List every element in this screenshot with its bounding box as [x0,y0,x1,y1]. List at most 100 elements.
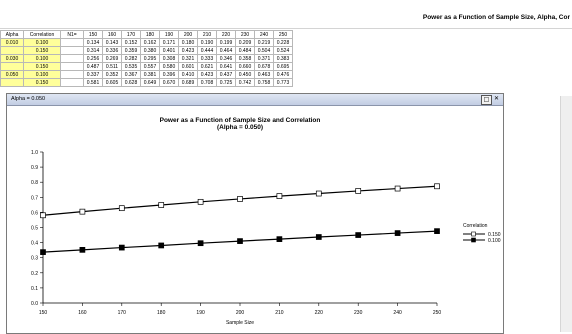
power-value-cell[interactable]: 0.464 [216,46,236,55]
power-value-cell[interactable]: 0.444 [197,46,217,55]
n1-cell[interactable] [60,38,84,47]
alpha-cell[interactable] [0,46,24,55]
power-value-cell[interactable]: 0.383 [273,54,293,63]
close-button[interactable]: ✕ [492,95,501,103]
power-value-cell[interactable]: 0.535 [121,62,141,71]
n1-cell[interactable] [60,54,84,63]
power-value-cell[interactable]: 0.773 [273,78,293,87]
alpha-cell[interactable]: 0.010 [0,38,24,47]
power-value-cell[interactable]: 0.437 [216,70,236,79]
power-value-cell[interactable]: 0.649 [140,78,160,87]
correlation-cell[interactable]: 0.100 [23,70,61,79]
power-value-cell[interactable]: 0.484 [235,46,255,55]
power-value-cell[interactable]: 0.380 [140,46,160,55]
power-value-cell[interactable]: 0.367 [121,70,141,79]
power-value-cell[interactable]: 0.580 [159,62,179,71]
power-value-cell[interactable]: 0.152 [121,38,141,47]
power-value-cell[interactable]: 0.725 [216,78,236,87]
n1-cell[interactable] [60,78,84,87]
column-header[interactable]: 230 [235,30,255,39]
column-header[interactable]: 150 [83,30,103,39]
power-value-cell[interactable]: 0.199 [216,38,236,47]
table-row[interactable]: 0.150 0.314 0.336 0.359 0.380 0.401 0.423 0.444… [0,46,293,55]
power-value-cell[interactable]: 0.228 [273,38,293,47]
power-value-cell[interactable]: 0.314 [83,46,103,55]
n1-cell[interactable] [60,70,84,79]
power-value-cell[interactable]: 0.511 [102,62,122,71]
power-value-cell[interactable]: 0.143 [102,38,122,47]
power-value-cell[interactable]: 0.628 [121,78,141,87]
power-value-cell[interactable]: 0.581 [83,78,103,87]
table-row[interactable]: 0.050 0.100 0.337 0.352 0.367 0.381 0.396 0.410… [0,70,293,79]
alpha-cell[interactable] [0,78,24,87]
power-value-cell[interactable]: 0.621 [197,62,217,71]
column-header[interactable]: 240 [254,30,274,39]
table-row[interactable]: 0.150 0.487 0.511 0.535 0.557 0.580 0.601 0.621… [0,62,293,71]
alpha-cell[interactable] [0,62,24,71]
power-value-cell[interactable]: 0.557 [140,62,160,71]
power-value-cell[interactable]: 0.487 [83,62,103,71]
power-value-cell[interactable]: 0.463 [254,70,274,79]
power-value-cell[interactable]: 0.190 [197,38,217,47]
column-header[interactable]: 170 [121,30,141,39]
power-value-cell[interactable]: 0.601 [178,62,198,71]
power-value-cell[interactable]: 0.396 [159,70,179,79]
power-value-cell[interactable]: 0.295 [140,54,160,63]
correlation-cell[interactable]: 0.100 [23,54,61,63]
power-value-cell[interactable]: 0.359 [121,46,141,55]
power-value-cell[interactable]: 0.678 [254,62,274,71]
power-value-cell[interactable]: 0.410 [178,70,198,79]
correlation-cell[interactable]: 0.150 [23,62,61,71]
correlation-cell[interactable]: 0.100 [23,38,61,47]
power-value-cell[interactable]: 0.358 [235,54,255,63]
n1-cell[interactable] [60,46,84,55]
power-value-cell[interactable]: 0.641 [216,62,236,71]
power-value-cell[interactable]: 0.708 [197,78,217,87]
power-value-cell[interactable]: 0.321 [178,54,198,63]
power-value-cell[interactable]: 0.423 [197,70,217,79]
correlation-cell[interactable]: 0.150 [23,46,61,55]
power-value-cell[interactable]: 0.308 [159,54,179,63]
power-value-cell[interactable]: 0.162 [140,38,160,47]
power-value-cell[interactable]: 0.381 [140,70,160,79]
column-header[interactable]: Alpha [0,30,24,39]
power-value-cell[interactable]: 0.504 [254,46,274,55]
power-value-cell[interactable]: 0.352 [102,70,122,79]
column-header[interactable]: 210 [197,30,217,39]
column-header[interactable]: Correlation [23,30,61,39]
column-header[interactable]: 190 [159,30,179,39]
power-value-cell[interactable]: 0.670 [159,78,179,87]
power-value-cell[interactable]: 0.401 [159,46,179,55]
power-value-cell[interactable]: 0.689 [178,78,198,87]
power-value-cell[interactable]: 0.209 [235,38,255,47]
column-header[interactable]: 250 [273,30,293,39]
table-row[interactable]: 0.030 0.100 0.256 0.269 0.282 0.295 0.308 0.321… [0,54,293,63]
power-value-cell[interactable]: 0.742 [235,78,255,87]
column-header[interactable]: N1= [60,30,84,39]
table-row[interactable]: 0.010 0.100 0.134 0.143 0.152 0.162 0.171 0.180… [0,38,293,47]
power-value-cell[interactable]: 0.423 [178,46,198,55]
power-value-cell[interactable]: 0.450 [235,70,255,79]
power-value-cell[interactable]: 0.337 [83,70,103,79]
n1-cell[interactable] [60,62,84,71]
power-value-cell[interactable]: 0.256 [83,54,103,63]
power-value-cell[interactable]: 0.171 [159,38,179,47]
power-value-cell[interactable]: 0.371 [254,54,274,63]
data-grid[interactable]: Alpha Correlation N1= 150 160 170 180 190 200 210… [0,30,293,87]
maximize-button[interactable]: □ [481,95,492,105]
power-value-cell[interactable]: 0.524 [273,46,293,55]
correlation-cell[interactable]: 0.150 [23,78,61,87]
power-value-cell[interactable]: 0.695 [273,62,293,71]
alpha-cell[interactable]: 0.050 [0,70,24,79]
power-value-cell[interactable]: 0.180 [178,38,198,47]
power-value-cell[interactable]: 0.346 [216,54,236,63]
power-value-cell[interactable]: 0.134 [83,38,103,47]
power-value-cell[interactable]: 0.336 [102,46,122,55]
column-header[interactable]: 200 [178,30,198,39]
power-value-cell[interactable]: 0.605 [102,78,122,87]
alpha-cell[interactable]: 0.030 [0,54,24,63]
column-header[interactable]: 160 [102,30,122,39]
power-value-cell[interactable]: 0.333 [197,54,217,63]
power-value-cell[interactable]: 0.758 [254,78,274,87]
power-value-cell[interactable]: 0.282 [121,54,141,63]
